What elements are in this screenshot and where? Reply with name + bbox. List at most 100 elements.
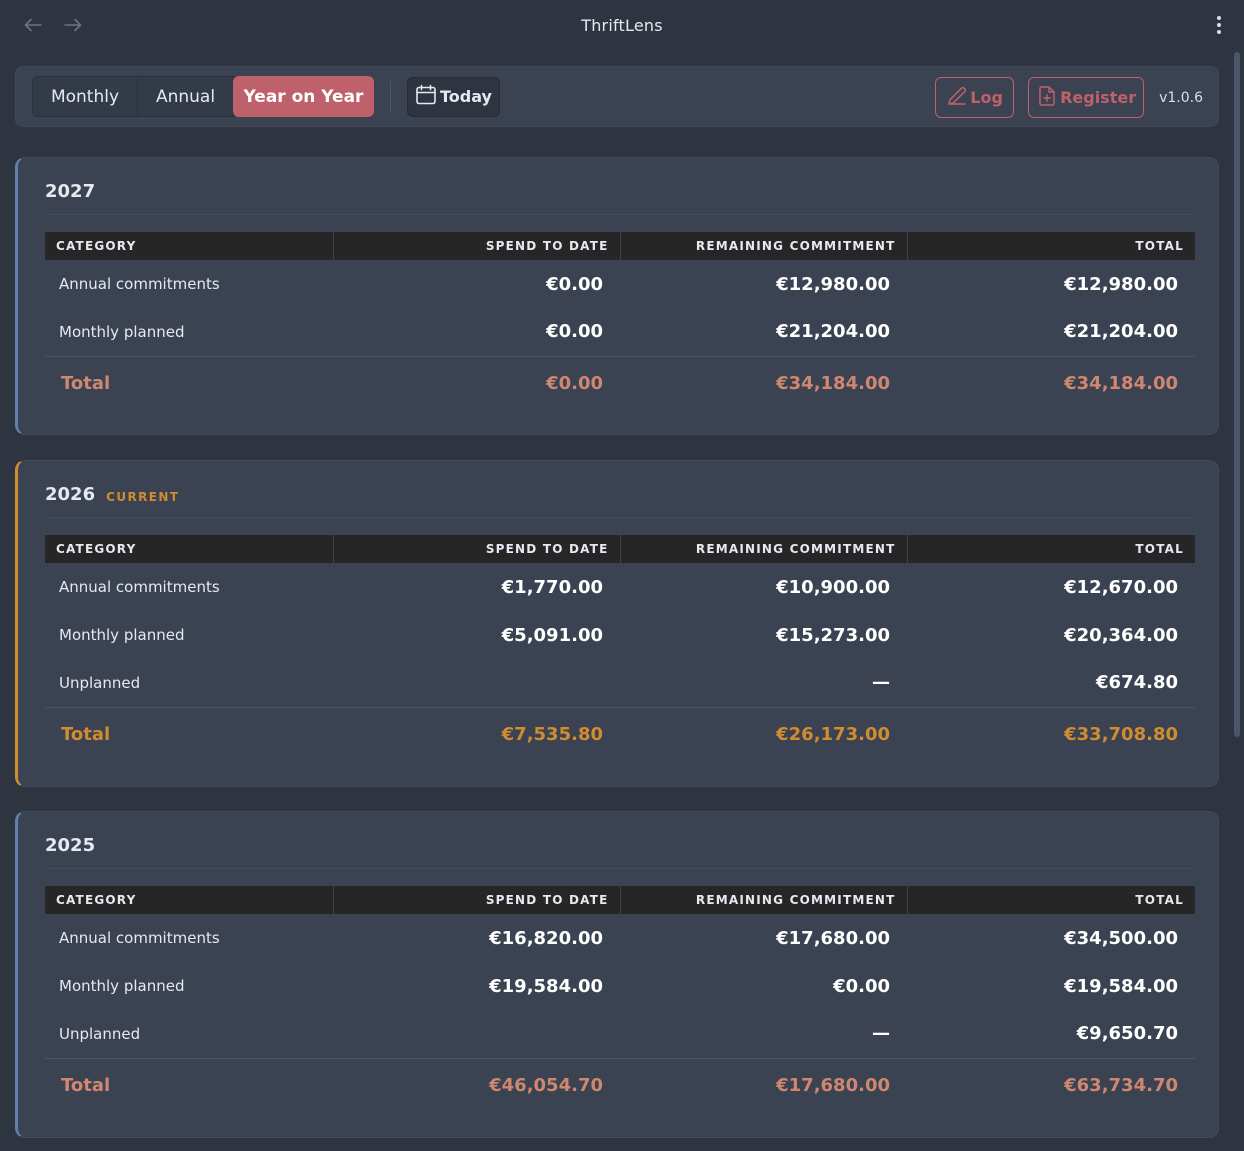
column-header-spend: SPEND TO DATE bbox=[332, 535, 620, 563]
spend-cell bbox=[333, 1010, 620, 1058]
total-remaining: €17,680.00 bbox=[620, 1057, 907, 1112]
total-row: Total €46,054.70 €17,680.00 €63,734.70 bbox=[45, 1057, 1195, 1112]
remaining-cell: — bbox=[872, 672, 890, 694]
total-cell: €19,584.00 bbox=[1064, 975, 1178, 997]
total-remaining: €34,184.00 bbox=[620, 355, 907, 410]
total-label: Total bbox=[45, 1057, 333, 1112]
toolbar-actions: Log Register v1.0.6 bbox=[935, 77, 1203, 118]
remaining-cell: €10,900.00 bbox=[776, 576, 890, 598]
remaining-cell: €0.00 bbox=[833, 975, 890, 997]
year-card-2026: 2026 CURRENT CATEGORY SPEND TO DATE REMA… bbox=[15, 460, 1219, 787]
calendar-icon bbox=[415, 84, 437, 110]
year-header: 2027 bbox=[45, 158, 1192, 215]
total-label: Total bbox=[45, 355, 333, 410]
remaining-cell: €21,204.00 bbox=[776, 321, 890, 343]
toolbar: Monthly Annual Year on Year Today Log Re… bbox=[15, 66, 1219, 127]
file-plus-icon bbox=[1036, 85, 1058, 111]
category-cell: Monthly planned bbox=[59, 322, 185, 341]
remaining-cell: €12,980.00 bbox=[776, 273, 890, 295]
table-row: Annual commitments €1,770.00 €10,900.00 … bbox=[45, 563, 1195, 611]
year-label: 2027 bbox=[45, 181, 96, 202]
more-menu-icon[interactable] bbox=[1214, 14, 1224, 36]
year-table: CATEGORY SPEND TO DATE REMAINING COMMITM… bbox=[45, 232, 1195, 410]
total-cell: €674.80 bbox=[1096, 672, 1178, 694]
today-button[interactable]: Today bbox=[407, 76, 500, 117]
register-button[interactable]: Register bbox=[1028, 77, 1145, 118]
column-header-total: TOTAL bbox=[906, 886, 1195, 914]
total-row: Total €7,535.80 €26,173.00 €33,708.80 bbox=[45, 706, 1195, 761]
total-label: Total bbox=[45, 706, 333, 761]
log-label: Log bbox=[970, 88, 1003, 107]
total-remaining: €26,173.00 bbox=[620, 706, 907, 761]
table-row: Monthly planned €5,091.00 €15,273.00 €20… bbox=[45, 611, 1195, 659]
total-cell: €21,204.00 bbox=[1064, 321, 1178, 343]
category-cell: Annual commitments bbox=[59, 275, 220, 293]
year-table: CATEGORY SPEND TO DATE REMAINING COMMITM… bbox=[45, 535, 1195, 761]
total-total: €63,734.70 bbox=[907, 1057, 1195, 1112]
category-cell: Unplanned bbox=[59, 673, 141, 692]
total-spend: €7,535.80 bbox=[333, 706, 620, 761]
column-header-category: CATEGORY bbox=[45, 535, 333, 563]
total-cell: €9,650.70 bbox=[1076, 1023, 1178, 1045]
column-header-spend: SPEND TO DATE bbox=[332, 232, 620, 260]
remaining-cell: — bbox=[872, 1023, 890, 1045]
pencil-icon bbox=[946, 85, 968, 111]
year-header: 2025 bbox=[45, 812, 1192, 869]
table-row: Monthly planned €19,584.00 €0.00 €19,584… bbox=[45, 962, 1195, 1010]
year-table: CATEGORY SPEND TO DATE REMAINING COMMITM… bbox=[45, 886, 1195, 1112]
column-header-total: TOTAL bbox=[906, 535, 1195, 563]
tab-annual[interactable]: Annual bbox=[138, 76, 234, 117]
toolbar-divider bbox=[390, 80, 391, 113]
current-badge: CURRENT bbox=[106, 490, 180, 504]
table-row: Annual commitments €0.00 €12,980.00 €12,… bbox=[45, 260, 1195, 308]
table-row: Unplanned — €674.80 bbox=[45, 659, 1195, 707]
tab-monthly[interactable]: Monthly bbox=[32, 76, 138, 117]
total-cell: €12,670.00 bbox=[1064, 576, 1178, 598]
column-header-total: TOTAL bbox=[906, 232, 1195, 260]
spend-cell: €19,584.00 bbox=[489, 975, 603, 997]
year-label: 2025 bbox=[45, 835, 96, 856]
spend-cell: €5,091.00 bbox=[501, 624, 603, 646]
title-bar: ThriftLens bbox=[0, 0, 1244, 50]
table-row: Unplanned — €9,650.70 bbox=[45, 1010, 1195, 1058]
column-header-remaining: REMAINING COMMITMENT bbox=[619, 886, 907, 914]
spend-cell: €0.00 bbox=[546, 273, 603, 295]
view-tabs: Monthly Annual Year on Year bbox=[32, 76, 374, 117]
register-label: Register bbox=[1060, 88, 1137, 107]
column-header-category: CATEGORY bbox=[45, 232, 333, 260]
remaining-cell: €15,273.00 bbox=[776, 624, 890, 646]
category-cell: Monthly planned bbox=[59, 626, 185, 644]
category-cell: Monthly planned bbox=[59, 977, 185, 995]
forward-arrow-icon[interactable] bbox=[62, 14, 84, 36]
column-header-remaining: REMAINING COMMITMENT bbox=[619, 232, 907, 260]
category-cell: Annual commitments bbox=[59, 929, 220, 947]
back-arrow-icon[interactable] bbox=[22, 14, 44, 36]
log-button[interactable]: Log bbox=[935, 77, 1015, 118]
year-card-2027: 2027 CATEGORY SPEND TO DATE REMAINING CO… bbox=[15, 157, 1219, 435]
year-header: 2026 CURRENT bbox=[45, 461, 1192, 518]
spend-cell: €0.00 bbox=[546, 321, 603, 343]
total-spend: €0.00 bbox=[333, 355, 620, 410]
total-row: Total €0.00 €34,184.00 €34,184.00 bbox=[45, 355, 1195, 410]
window-title: ThriftLens bbox=[581, 15, 663, 35]
category-cell: Unplanned bbox=[59, 1024, 141, 1043]
spend-cell bbox=[333, 659, 620, 707]
total-cell: €20,364.00 bbox=[1064, 624, 1178, 646]
table-row: Annual commitments €16,820.00 €17,680.00… bbox=[45, 914, 1195, 962]
total-spend: €46,054.70 bbox=[333, 1057, 620, 1112]
spend-cell: €16,820.00 bbox=[489, 927, 603, 949]
year-label: 2026 bbox=[45, 484, 96, 505]
category-cell: Annual commitments bbox=[59, 578, 220, 596]
total-cell: €34,500.00 bbox=[1064, 927, 1178, 949]
year-card-2025: 2025 CATEGORY SPEND TO DATE REMAINING CO… bbox=[15, 811, 1219, 1138]
total-total: €34,184.00 bbox=[907, 355, 1195, 410]
tab-year-on-year[interactable]: Year on Year bbox=[233, 76, 374, 117]
column-header-spend: SPEND TO DATE bbox=[332, 886, 620, 914]
column-header-category: CATEGORY bbox=[45, 886, 333, 914]
total-cell: €12,980.00 bbox=[1064, 273, 1178, 295]
table-row: Monthly planned €0.00 €21,204.00 €21,204… bbox=[45, 308, 1195, 356]
column-header-remaining: REMAINING COMMITMENT bbox=[619, 535, 907, 563]
today-label: Today bbox=[440, 87, 492, 106]
spend-cell: €1,770.00 bbox=[501, 576, 603, 598]
scrollbar[interactable] bbox=[1234, 52, 1240, 737]
